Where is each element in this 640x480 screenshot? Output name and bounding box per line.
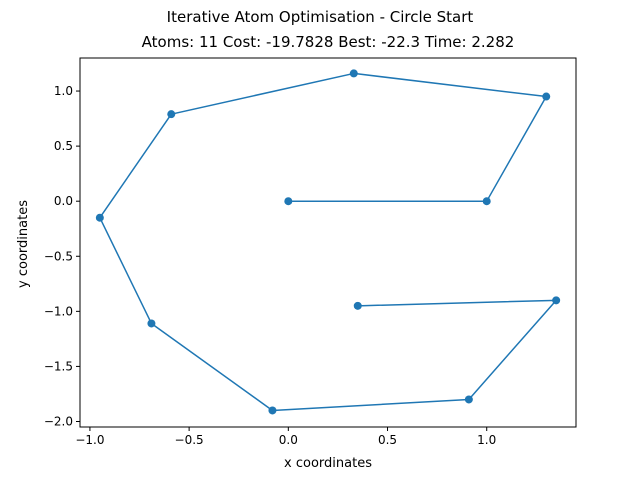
x-tick-label: 0.5 bbox=[378, 433, 397, 447]
x-tick-label: 1.0 bbox=[477, 433, 496, 447]
y-tick-label: −0.5 bbox=[44, 249, 73, 263]
data-point bbox=[167, 110, 176, 119]
chart-title: Iterative Atom Optimisation - Circle Sta… bbox=[167, 8, 474, 26]
chart-subtitle: Atoms: 11 Cost: -19.7828 Best: -22.3 Tim… bbox=[142, 33, 515, 51]
data-point bbox=[268, 406, 277, 415]
data-point bbox=[482, 197, 491, 206]
x-axis: −1.0 −0.5 0.0 0.5 1.0 bbox=[75, 427, 496, 447]
data-point bbox=[353, 301, 362, 310]
x-tick-label: 0.0 bbox=[279, 433, 298, 447]
data-point bbox=[349, 69, 358, 78]
axes-frame bbox=[79, 57, 577, 428]
x-tick-label: −1.0 bbox=[75, 433, 104, 447]
y-tick-label: −2.0 bbox=[44, 414, 73, 428]
data-point bbox=[464, 395, 473, 404]
data-point bbox=[284, 197, 293, 206]
data-point bbox=[147, 319, 156, 328]
x-axis-label: x coordinates bbox=[284, 456, 372, 471]
data-point bbox=[552, 296, 561, 305]
y-axis-label: y coordinates bbox=[16, 200, 31, 288]
y-tick-label: 1.0 bbox=[54, 84, 73, 98]
y-tick-label: 0.5 bbox=[54, 139, 73, 153]
y-axis: 1.0 0.5 0.0 −0.5 −1.0 −1.5 −2.0 bbox=[44, 84, 80, 428]
data-point bbox=[542, 92, 551, 101]
x-tick-label: −0.5 bbox=[175, 433, 204, 447]
y-tick-label: −1.5 bbox=[44, 359, 73, 373]
plot-area bbox=[95, 69, 561, 415]
y-tick-label: −1.0 bbox=[44, 304, 73, 318]
data-point bbox=[95, 213, 104, 222]
y-tick-label: 0.0 bbox=[54, 194, 73, 208]
